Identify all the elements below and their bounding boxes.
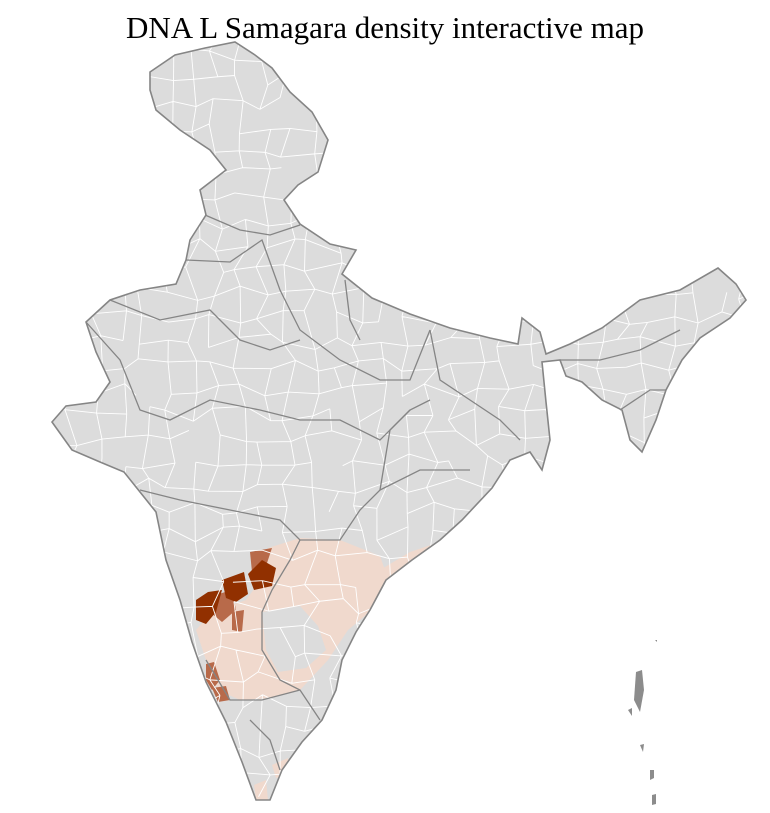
state-border-line	[109, 299, 301, 351]
island[interactable]	[652, 794, 656, 805]
state-border-line	[379, 409, 411, 491]
island[interactable]	[634, 670, 644, 712]
island[interactable]	[628, 708, 632, 716]
country-border	[50, 41, 747, 801]
andaman-nicobar-islands	[628, 640, 657, 805]
island[interactable]	[640, 744, 644, 752]
state-border-line	[619, 389, 666, 411]
island[interactable]	[655, 640, 657, 642]
state-border-line	[205, 659, 301, 701]
district-density-medium[interactable]	[250, 548, 272, 572]
district-density-medium[interactable]	[206, 662, 220, 690]
district-density-high[interactable]	[222, 572, 248, 602]
state-border-line	[344, 279, 361, 341]
density-regions	[196, 538, 440, 800]
state-border-line	[261, 539, 321, 721]
state-border-line	[429, 329, 521, 441]
state-border-line	[204, 214, 301, 236]
state-borders	[85, 214, 681, 771]
district-density-medium[interactable]	[232, 610, 244, 632]
district-density-high[interactable]	[196, 590, 222, 624]
state-border-line	[139, 469, 470, 541]
state-border-line	[560, 329, 681, 361]
state-border-line	[249, 719, 281, 771]
district-no-data[interactable]	[262, 606, 326, 672]
state-border-line	[185, 238, 431, 381]
map-title: DNA L Samagara density interactive map	[126, 10, 644, 45]
island[interactable]	[650, 770, 654, 780]
